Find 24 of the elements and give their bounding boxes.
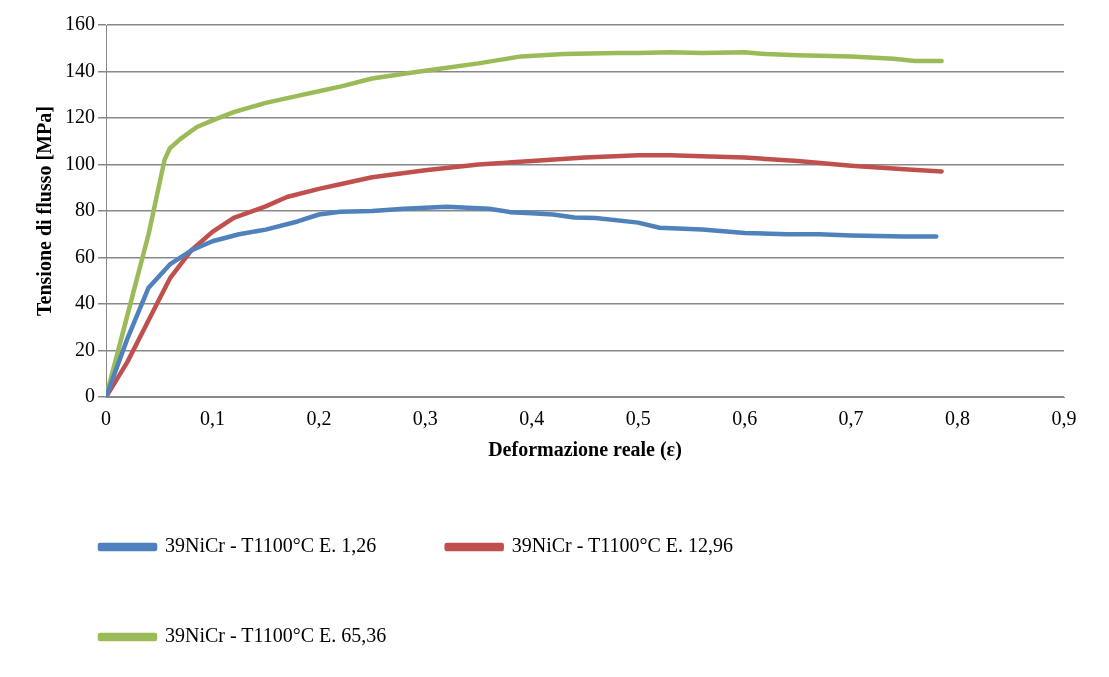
x-tick-label: 0,4 bbox=[519, 407, 545, 430]
legend-label: 39NiCr - T1100°C E. 12,96 bbox=[511, 534, 734, 557]
x-axis-title: Deformazione reale (ε) bbox=[488, 438, 682, 462]
x-tick-label: 0,1 bbox=[199, 407, 225, 430]
x-tick-label: 0,5 bbox=[625, 407, 651, 430]
x-tick-label: 0,8 bbox=[945, 407, 971, 430]
x-tick-label: 0,6 bbox=[732, 407, 758, 430]
y-tick-label: 80 bbox=[75, 198, 95, 221]
x-tick-label: 0,7 bbox=[838, 407, 864, 430]
x-tick-label: 0,2 bbox=[306, 407, 332, 430]
legend-label: 39NiCr - T1100°C E. 1,26 bbox=[165, 534, 377, 557]
y-tick-label: 40 bbox=[75, 291, 95, 314]
y-tick-label: 140 bbox=[65, 58, 95, 81]
legend-label: 39NiCr - T1100°C E. 65,36 bbox=[165, 624, 387, 647]
y-axis-title: Tensione di flusso [MPa] bbox=[33, 106, 56, 316]
y-tick-label: 0 bbox=[85, 384, 95, 407]
x-tick-label: 0,9 bbox=[1051, 407, 1077, 430]
y-tick-label: 20 bbox=[75, 337, 95, 360]
y-tick-label: 100 bbox=[65, 151, 95, 174]
x-tick-label: 0,3 bbox=[412, 407, 438, 430]
y-tick-label: 120 bbox=[65, 105, 95, 128]
y-tick-label: 160 bbox=[65, 12, 95, 35]
x-tick-label: 0 bbox=[101, 407, 111, 430]
y-tick-label: 60 bbox=[75, 244, 95, 267]
